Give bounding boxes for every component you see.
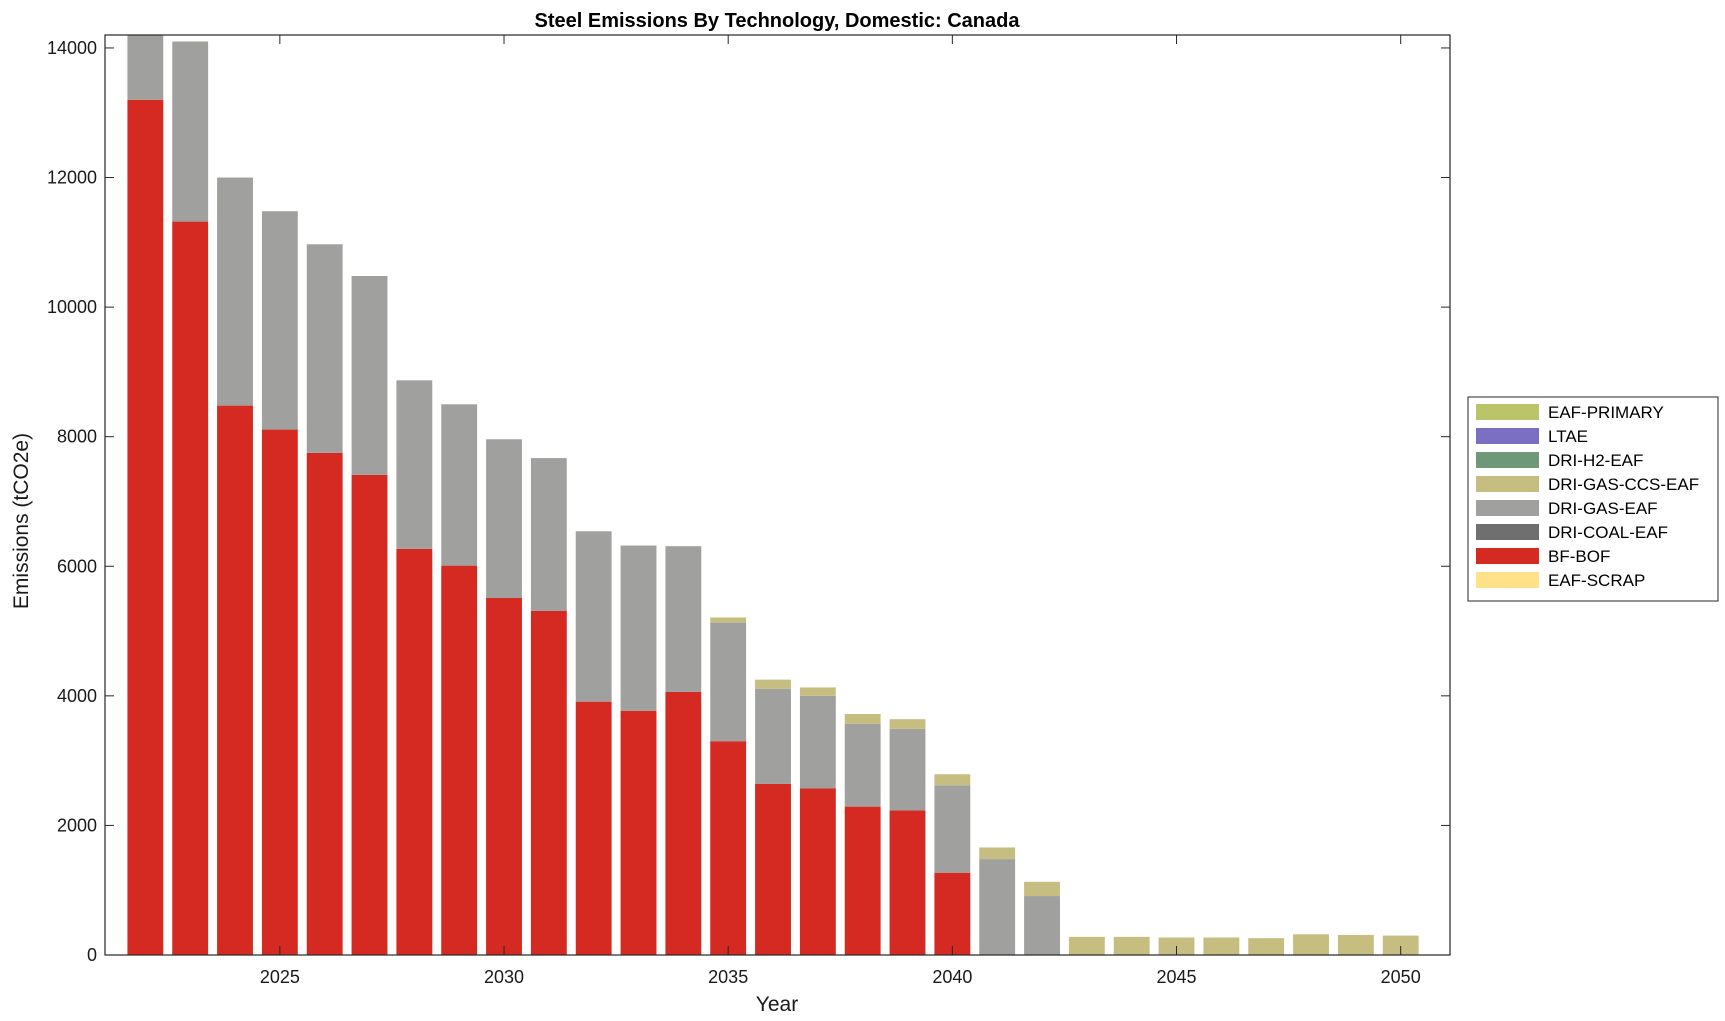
legend-label-dri-gas-eaf: DRI-GAS-EAF: [1548, 499, 1658, 518]
bar-bf-bof-2032: [575, 701, 612, 955]
bar-bf-bof-2036: [755, 783, 791, 955]
bar-bf-bof-2031: [530, 610, 567, 955]
bar-dri-gas-ccs-eaf-2039: [889, 719, 926, 729]
bar-dri-gas-ccs-eaf-2036: [755, 679, 791, 689]
plot-frame: [104, 34, 1451, 956]
bar-dri-gas-eaf-2040: [934, 785, 971, 873]
legend-swatch-eaf-primary: [1476, 404, 1539, 420]
bar-dri-gas-ccs-eaf-2041: [979, 847, 1016, 860]
bar-dri-gas-eaf-2028: [396, 380, 433, 549]
legend-label-eaf-scrap: EAF-SCRAP: [1548, 571, 1645, 590]
bar-dri-gas-eaf-2024: [217, 177, 253, 406]
bar-dri-gas-ccs-eaf-2037: [799, 687, 836, 696]
legend-swatch-dri-coal-eaf: [1476, 524, 1539, 540]
y-tick-label-10000: 10000: [47, 297, 97, 317]
bar-bf-bof-2040: [934, 872, 971, 955]
x-tick-label-2030: 2030: [484, 967, 524, 987]
bar-dri-gas-eaf-2029: [441, 404, 478, 566]
bar-dri-gas-eaf-2035: [710, 622, 747, 742]
x-axis-label: Year: [756, 993, 798, 1016]
y-tick-label-2000: 2000: [57, 815, 97, 835]
bar-bf-bof-2026: [306, 452, 343, 955]
bar-bf-bof-2035: [710, 741, 747, 955]
bar-dri-gas-ccs-eaf-2047: [1248, 938, 1285, 955]
bar-bf-bof-2038: [844, 806, 881, 955]
bar-dri-gas-eaf-2042: [1024, 896, 1060, 955]
x-tick-label-2045: 2045: [1156, 967, 1196, 987]
legend-label-eaf-primary: EAF-PRIMARY: [1548, 403, 1664, 422]
x-tick-label-2025: 2025: [260, 967, 300, 987]
bar-dri-gas-eaf-2034: [665, 546, 702, 692]
legend-label-dri-gas-ccs-eaf: DRI-GAS-CCS-EAF: [1548, 475, 1699, 494]
ticks-group: 2025 2030 2035 2040 2045 2050 0 2000 4000 6000 800…: [47, 35, 1450, 987]
bar-bf-bof-2039: [889, 810, 926, 955]
y-tick-label-14000: 14000: [47, 38, 97, 58]
bar-dri-gas-eaf-2030: [486, 439, 522, 599]
bar-dri-gas-eaf-2033: [620, 545, 657, 711]
bar-dri-gas-ccs-eaf-2040: [934, 774, 971, 786]
bar-bf-bof-2024: [217, 405, 253, 956]
bar-dri-gas-eaf-2036: [755, 688, 791, 784]
legend-swatch-ltae: [1476, 428, 1539, 444]
bar-dri-gas-eaf-2031: [530, 458, 567, 611]
bar-dri-gas-ccs-eaf-2043: [1068, 936, 1105, 955]
bar-dri-gas-ccs-eaf-2044: [1113, 936, 1150, 955]
bar-dri-gas-eaf-2025: [261, 211, 298, 430]
legend: EAF-PRIMARY LTAE DRI-H2-EAF DRI-GAS-CCS-EAF…: [1467, 396, 1719, 602]
bar-dri-gas-ccs-eaf-2035: [710, 617, 747, 623]
bar-bf-bof-2028: [396, 548, 433, 955]
legend-label-dri-h2-eaf: DRI-H2-EAF: [1548, 451, 1643, 470]
bar-dri-gas-ccs-eaf-2038: [844, 713, 881, 724]
chart-title: Steel Emissions By Technology, Domestic:…: [535, 10, 1021, 32]
legend-swatch-dri-h2-eaf: [1476, 452, 1539, 468]
legend-swatch-eaf-scrap: [1476, 572, 1539, 588]
bar-dri-gas-eaf-2041: [979, 859, 1016, 955]
bar-bf-bof-2023: [172, 221, 209, 956]
bar-dri-gas-eaf-2038: [844, 723, 881, 807]
legend-label-ltae: LTAE: [1548, 427, 1588, 446]
bar-dri-gas-eaf-2026: [306, 244, 343, 453]
x-tick-label-2035: 2035: [708, 967, 748, 987]
bar-dri-gas-eaf-2027: [351, 276, 388, 475]
bar-bf-bof-2029: [441, 565, 478, 955]
bar-dri-gas-ccs-eaf-2050: [1382, 935, 1419, 955]
bar-dri-gas-eaf-2039: [889, 728, 926, 811]
legend-swatch-dri-gas-eaf: [1476, 500, 1539, 516]
bar-dri-gas-ccs-eaf-2048: [1293, 934, 1329, 955]
bar-bf-bof-2022: [127, 99, 164, 956]
y-tick-label-6000: 6000: [57, 556, 97, 576]
bar-bf-bof-2027: [351, 474, 388, 955]
bar-dri-gas-ccs-eaf-2042: [1024, 881, 1060, 897]
legend-label-dri-coal-eaf: DRI-COAL-EAF: [1548, 523, 1668, 542]
legend-swatch-bf-bof: [1476, 548, 1539, 564]
y-tick-label-8000: 8000: [57, 427, 97, 447]
bar-dri-gas-ccs-eaf-2046: [1203, 937, 1240, 955]
y-tick-label-12000: 12000: [47, 168, 97, 188]
bar-bf-bof-2034: [665, 691, 702, 955]
x-tick-label-2050: 2050: [1381, 967, 1421, 987]
y-tick-label-0: 0: [87, 945, 97, 965]
legend-swatch-dri-gas-ccs-eaf: [1476, 476, 1539, 492]
bar-dri-gas-eaf-2032: [575, 531, 612, 702]
bar-dri-gas-ccs-eaf-2049: [1337, 934, 1374, 955]
bar-dri-gas-eaf-2037: [799, 695, 836, 789]
x-tick-label-2040: 2040: [932, 967, 972, 987]
legend-label-bf-bof: BF-BOF: [1548, 547, 1610, 566]
bar-dri-gas-eaf-2023: [172, 41, 209, 222]
bar-bf-bof-2030: [486, 598, 522, 955]
y-tick-label-4000: 4000: [57, 686, 97, 706]
bars-group: [127, 35, 1419, 956]
bar-bf-bof-2037: [799, 788, 836, 955]
y-axis-label: Emissions (tCO2e): [10, 433, 33, 609]
bar-bf-bof-2025: [261, 429, 298, 955]
bar-dri-gas-eaf-2022: [127, 35, 164, 100]
bar-bf-bof-2033: [620, 710, 657, 955]
